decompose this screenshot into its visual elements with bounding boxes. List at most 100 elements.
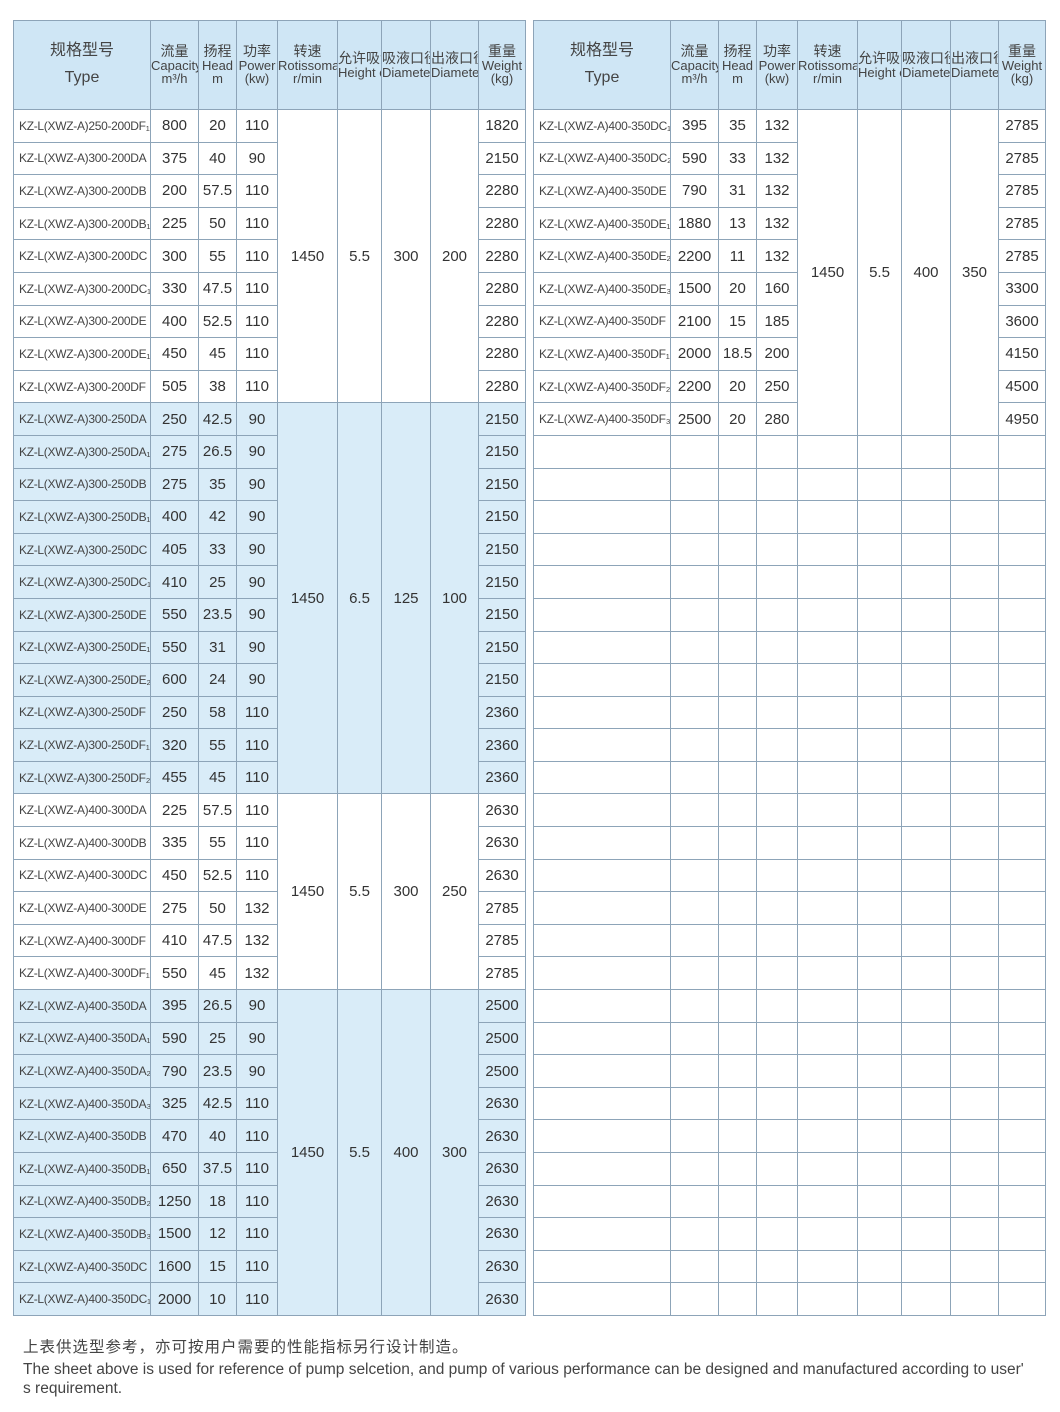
empty-row [533, 467, 1046, 502]
cell-type: KZ-L(XWZ-A)400-350DE [533, 174, 671, 208]
header-zh: 吸液口径 [382, 49, 430, 66]
header-en: Weight [481, 57, 523, 73]
empty-cell [857, 891, 902, 925]
cell-weight: 2280 [478, 174, 526, 208]
empty-cell [797, 467, 858, 502]
empty-cell [533, 1249, 671, 1284]
cell-capacity: 1250 [150, 1184, 199, 1219]
empty-cell [857, 1282, 902, 1316]
cell-type: KZ-L(XWZ-A)300-200DC [13, 239, 151, 273]
empty-row [533, 532, 1046, 567]
cell-capacity: 300 [150, 239, 199, 273]
header-en: Rotissomat Speed [798, 57, 858, 73]
empty-cell [998, 1282, 1046, 1316]
cell-capacity: 1500 [150, 1217, 199, 1251]
empty-cell [718, 1249, 757, 1284]
cell-power: 110 [236, 1184, 278, 1219]
empty-cell [998, 467, 1046, 502]
cell-type: KZ-L(XWZ-A)400-350DE₁ [533, 206, 671, 241]
cell-power: 90 [236, 565, 278, 599]
header-unit: (kw) [764, 71, 790, 87]
cell-type: KZ-L(XWZ-A)400-350DA [13, 989, 151, 1023]
cell-capacity: 410 [150, 565, 199, 599]
cell-capacity: 550 [150, 597, 199, 632]
cell-head: 40 [198, 1119, 237, 1153]
cell-type: KZ-L(XWZ-A)300-250DE₁ [13, 630, 151, 665]
table-row: KZ-L(XWZ-A)300-200DE 400 52.5 110 2280 [13, 304, 526, 339]
header-unit: (kg) [490, 71, 514, 87]
cell-power: 90 [236, 532, 278, 567]
empty-cell [998, 630, 1046, 665]
header-zh: 重量 [488, 43, 516, 60]
cell-weight: 2150 [478, 630, 526, 665]
empty-cell [998, 923, 1046, 958]
cell-head: 52.5 [198, 304, 237, 339]
table-row: KZ-L(XWZ-A)300-250DE₁ 550 31 90 2150 [13, 630, 526, 665]
empty-cell [950, 434, 999, 469]
empty-cell [998, 1054, 1046, 1088]
empty-cell [901, 597, 951, 632]
cell-inlet-diameter: 300 [381, 793, 431, 991]
cell-type: KZ-L(XWZ-A)400-350DC₁ [13, 1282, 151, 1316]
empty-cell [718, 1021, 757, 1056]
table-row: KZ-L(XWZ-A)400-300DC 450 52.5 110 2630 [13, 858, 526, 893]
cell-inlet-diameter: 400 [381, 989, 431, 1316]
empty-cell [756, 793, 798, 828]
cell-weight: 2150 [478, 597, 526, 632]
table-row: KZ-L(XWZ-A)400-350DB₃ 1500 12 110 2630 [13, 1217, 526, 1251]
cell-type: KZ-L(XWZ-A)250-200DF₁ [13, 109, 151, 143]
empty-cell [998, 1021, 1046, 1056]
cell-power: 110 [236, 1217, 278, 1251]
empty-cell [756, 500, 798, 534]
empty-cell [797, 1021, 858, 1056]
cell-power: 200 [756, 337, 798, 371]
note-chinese: 上表供选型参考，亦可按用户需要的性能指标另行设计制造。 [23, 1339, 469, 1356]
empty-cell [998, 891, 1046, 925]
header-head: 扬程 Head m [718, 20, 757, 110]
header-unit: m³/h [681, 71, 708, 87]
cell-capacity: 395 [670, 109, 719, 143]
cell-head: 25 [198, 1021, 237, 1056]
cell-weight: 2360 [478, 695, 526, 730]
cell-power: 110 [236, 826, 278, 860]
empty-cell [950, 826, 999, 860]
empty-cell [950, 532, 999, 567]
cell-capacity: 450 [150, 337, 199, 371]
empty-cell [901, 1054, 951, 1088]
empty-cell [857, 826, 902, 860]
header-type: 规格型号 Type [533, 20, 671, 110]
table-row: KZ-L(XWZ-A)400-350DB 470 40 110 2630 [13, 1119, 526, 1153]
cell-power: 90 [236, 141, 278, 176]
empty-cell [533, 434, 671, 469]
cell-power: 90 [236, 630, 278, 665]
empty-cell [950, 500, 999, 534]
cell-weight: 2630 [478, 1184, 526, 1219]
table-row: KZ-L(XWZ-A)300-250DB₁ 400 42 90 2150 [13, 500, 526, 534]
table-row: KZ-L(XWZ-A)400-350DF₂ 2200 20 250 4500 [533, 369, 1046, 404]
table-row: KZ-L(XWZ-A)300-250DC₁ 410 25 90 2150 [13, 565, 526, 599]
cell-power: 110 [236, 239, 278, 273]
cell-capacity: 550 [150, 630, 199, 665]
empty-cell [857, 663, 902, 697]
cell-inlet-diameter: 300 [381, 108, 431, 404]
cell-type: KZ-L(XWZ-A)400-350DA₂ [13, 1054, 151, 1088]
cell-capacity: 1880 [670, 206, 719, 241]
empty-cell [857, 434, 902, 469]
cell-outlet-diameter: 350 [950, 109, 999, 436]
empty-cell [533, 1152, 671, 1186]
cell-weight: 2150 [478, 663, 526, 697]
cell-capacity: 375 [150, 141, 199, 176]
cell-power: 90 [236, 597, 278, 632]
cell-type: KZ-L(XWZ-A)400-350DF₂ [533, 369, 671, 404]
cell-power: 90 [236, 500, 278, 534]
cell-type: KZ-L(XWZ-A)400-350DF₃ [533, 402, 671, 436]
cell-type: KZ-L(XWZ-A)400-350DE₂ [533, 239, 671, 273]
header-en: Head [721, 57, 754, 73]
empty-cell [797, 1184, 858, 1219]
cell-capacity: 225 [150, 206, 199, 241]
empty-cell [533, 1282, 671, 1316]
cell-weight: 3600 [998, 304, 1046, 339]
empty-cell [901, 500, 951, 534]
empty-cell [857, 793, 902, 828]
cell-head: 20 [718, 369, 757, 404]
